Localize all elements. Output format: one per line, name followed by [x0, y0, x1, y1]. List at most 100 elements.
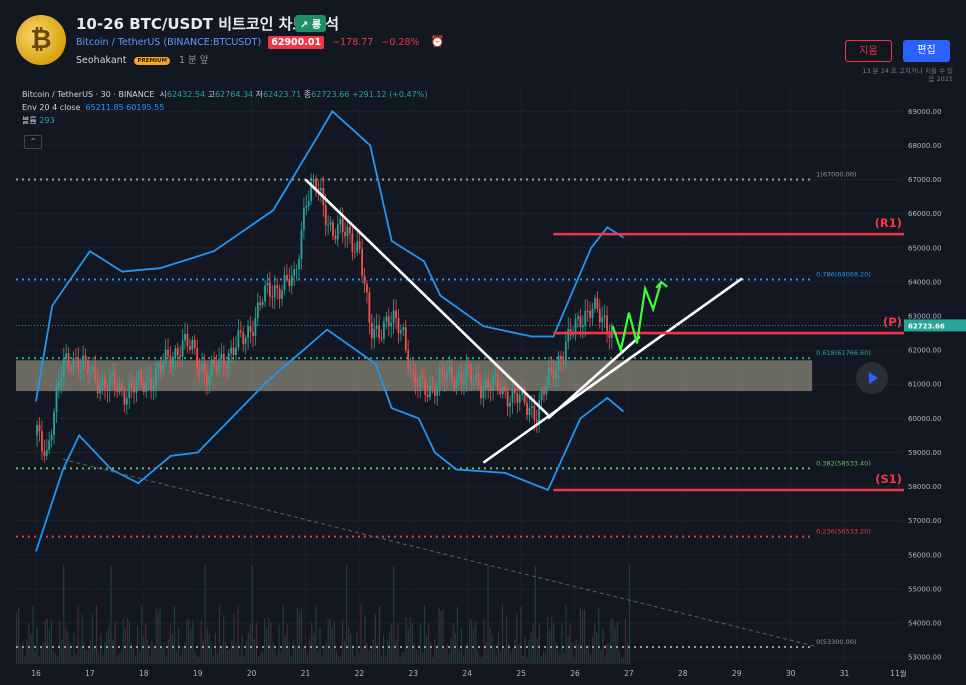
volume-bar — [335, 651, 337, 664]
volume-bar — [175, 651, 178, 664]
volume-bar — [487, 564, 489, 664]
candle-body — [198, 368, 201, 373]
legend-volume-label[interactable]: 볼륨 — [22, 116, 37, 125]
replay-play-button[interactable] — [856, 362, 888, 394]
volume-bar — [417, 655, 419, 664]
volume-bar — [296, 607, 299, 664]
trendline[interactable] — [482, 277, 743, 464]
time-tick: 24 — [462, 669, 472, 678]
price-tick: 56000.00 — [908, 551, 941, 559]
volume-bar — [32, 605, 34, 664]
volume-bar — [182, 646, 184, 664]
volume-bar — [28, 623, 30, 664]
volume-bar — [110, 565, 112, 664]
volume-bar — [608, 642, 610, 664]
price-axis[interactable] — [904, 84, 966, 681]
volume-bar — [587, 644, 590, 664]
volume-bar — [391, 624, 393, 664]
volume-bar — [276, 655, 278, 664]
candle-body — [125, 397, 128, 405]
volume-bar — [362, 647, 364, 664]
candle-body — [108, 376, 111, 391]
volume-bar — [331, 627, 333, 664]
volume-bar — [360, 604, 362, 664]
trendline[interactable] — [62, 458, 818, 648]
chart-area[interactable]: 1(67000.00) 0.786(64068.20) 0.618(61766.60… — [16, 84, 966, 681]
symbol-code-link[interactable]: (BINANCE:BTCUSDT) — [163, 37, 262, 48]
volume-bar — [430, 642, 432, 664]
candle-body — [547, 367, 550, 385]
candle-body — [514, 388, 516, 394]
legend-env-label[interactable]: Env 20 4 close — [22, 103, 81, 112]
volume-bar — [512, 647, 514, 664]
volume-bar — [495, 655, 497, 664]
volume-bar — [518, 643, 520, 664]
envelope-upper[interactable] — [35, 109, 624, 402]
candle-body — [186, 333, 189, 347]
volume-bar — [549, 629, 551, 664]
legend-env-row: Env 20 4 close 65211.85 60195.55 — [22, 101, 427, 114]
symbol-name-link[interactable]: Bitcoin / TetherUS — [76, 37, 161, 48]
candle-body — [511, 388, 514, 403]
volume-bar — [157, 612, 159, 664]
candle-body — [579, 316, 582, 328]
projection-path[interactable] — [611, 281, 663, 355]
edit-button[interactable]: 편집 — [903, 40, 950, 62]
volume-bar — [477, 651, 479, 664]
volume-bar — [104, 641, 106, 664]
volume-bar — [610, 618, 612, 664]
consolidation-zone[interactable] — [16, 360, 813, 392]
volume-bar — [87, 649, 89, 664]
legend-collapse-button[interactable]: ⌃ — [24, 135, 42, 149]
candle-body — [455, 376, 458, 389]
candle-body — [72, 357, 75, 372]
volume-bar — [186, 620, 188, 664]
volume-bar — [317, 650, 319, 664]
envelope-lower[interactable] — [35, 328, 625, 552]
candle-body — [441, 368, 444, 374]
price-tick: 68000.00 — [908, 142, 941, 150]
candle-body — [55, 386, 58, 413]
trendline[interactable] — [547, 335, 641, 420]
candle-body — [397, 317, 400, 334]
volume-bar — [272, 642, 274, 664]
candle-body — [533, 406, 536, 420]
volume-bar — [212, 655, 214, 664]
legend-symbol[interactable]: Bitcoin / TetherUS · 30 · BINANCE — [22, 90, 155, 99]
volume-bar — [493, 645, 495, 664]
candle-body — [203, 364, 206, 373]
alarm-clock-icon[interactable]: ⏰ — [430, 35, 445, 48]
candle-body — [346, 226, 349, 237]
candle-body — [603, 315, 606, 318]
candle-body — [222, 354, 225, 367]
avatar[interactable]: ₿ — [16, 15, 66, 65]
candle-body — [220, 354, 223, 360]
volume-bar — [36, 626, 38, 664]
volume-bar — [604, 656, 606, 664]
volume-bar — [325, 642, 327, 664]
candle-body — [385, 316, 388, 322]
price-chart[interactable]: 1(67000.00) 0.786(64068.20) 0.618(61766.60… — [16, 84, 966, 681]
volume-bar — [622, 657, 624, 664]
delete-button[interactable]: 지움 — [845, 40, 892, 62]
time-axis[interactable] — [16, 664, 966, 681]
candle-body — [339, 218, 342, 225]
candle-body — [133, 386, 135, 393]
candle-body — [608, 331, 611, 339]
candle-body — [426, 394, 429, 398]
candle-body — [247, 326, 249, 339]
candle-body — [438, 368, 441, 385]
author-name[interactable]: Seohakant — [76, 55, 127, 66]
trendline[interactable] — [304, 178, 549, 416]
candle-body — [43, 451, 46, 457]
volume-bar — [34, 651, 36, 664]
candle-body — [167, 349, 169, 357]
candle-body — [155, 367, 157, 387]
volume-bar — [85, 649, 87, 664]
price-tick: 62000.00 — [908, 347, 941, 355]
candle-body — [230, 347, 233, 354]
volume-bar — [243, 657, 245, 664]
candle-body — [421, 375, 424, 378]
candle-body — [370, 322, 373, 339]
volume-bar — [266, 629, 268, 664]
